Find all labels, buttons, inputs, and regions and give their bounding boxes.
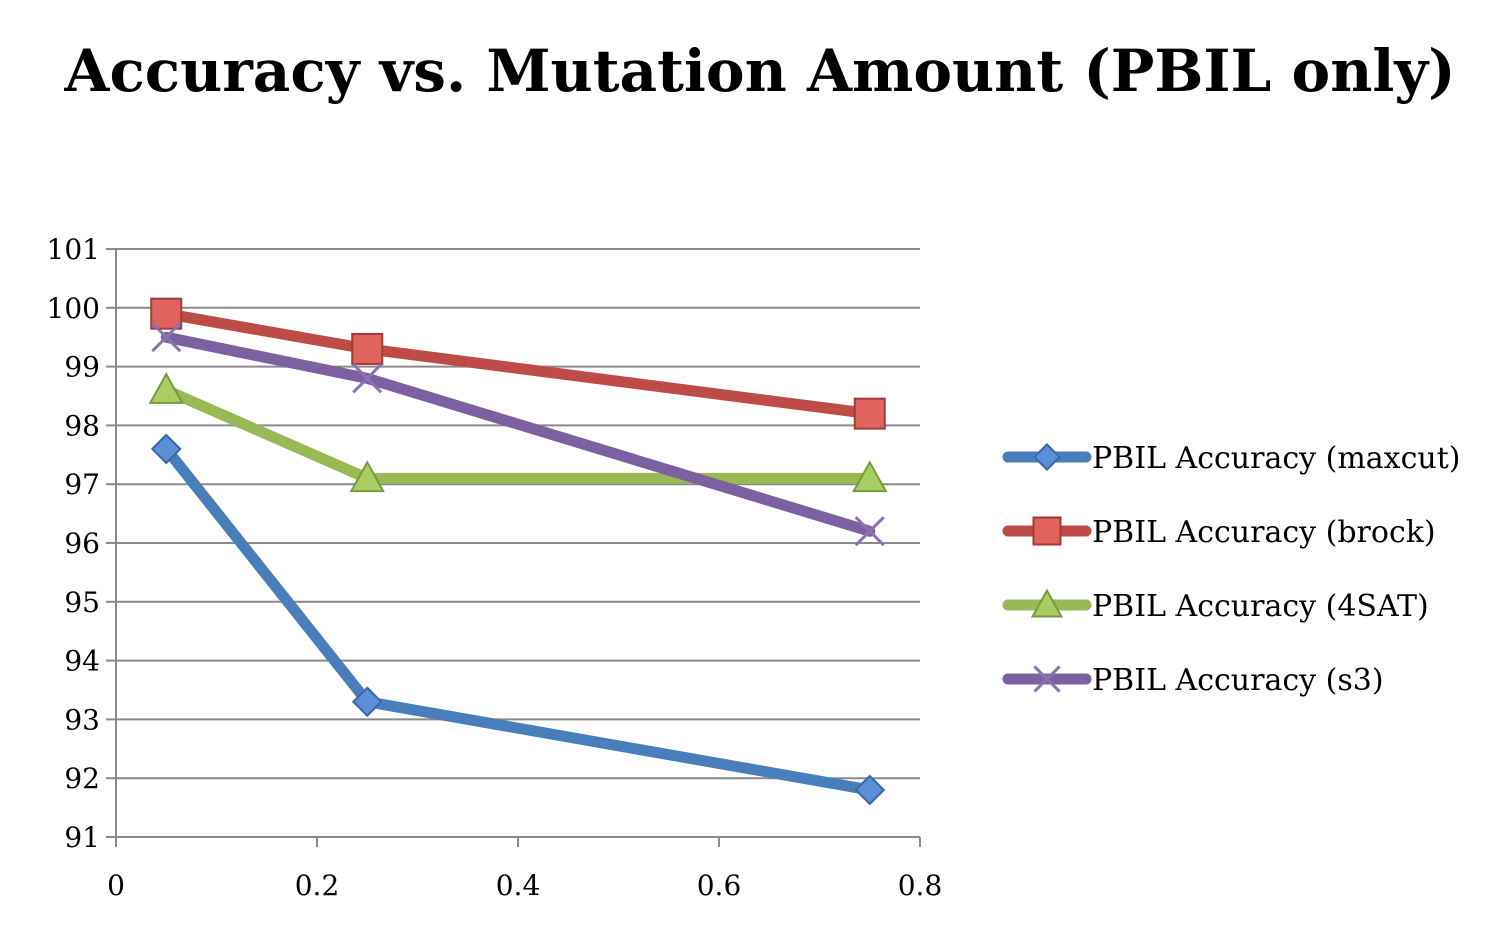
legend-marker-3 bbox=[1033, 665, 1061, 693]
legend-item: PBIL Accuracy (s3) bbox=[1002, 663, 1384, 698]
x-tick-label: 0.8 bbox=[898, 869, 943, 902]
y-tick-label: 94 bbox=[64, 645, 100, 678]
legend-label: PBIL Accuracy (maxcut) bbox=[1092, 441, 1460, 476]
y-tick-label: 91 bbox=[64, 821, 100, 854]
legend-label: PBIL Accuracy (4SAT) bbox=[1092, 589, 1429, 624]
data-point-1-1 bbox=[351, 332, 384, 365]
y-tick-label: 98 bbox=[64, 409, 100, 442]
data-point-3-0 bbox=[151, 322, 182, 353]
legend-marker-0 bbox=[1032, 442, 1062, 472]
legend-item: PBIL Accuracy (brock) bbox=[1002, 515, 1436, 550]
legend-marker-1 bbox=[1032, 516, 1062, 546]
data-point-3-1-stroke-b bbox=[352, 363, 383, 394]
data-point-1-2 bbox=[853, 397, 886, 430]
x-tick-label: 0.4 bbox=[496, 869, 541, 902]
x-tick-label: 0 bbox=[107, 869, 125, 902]
data-point-2-2 bbox=[852, 460, 888, 493]
data-point-1-0 bbox=[150, 297, 183, 330]
data-point-0-1 bbox=[351, 686, 383, 718]
x-tick-label: 0.2 bbox=[295, 869, 340, 902]
y-tick-label: 93 bbox=[64, 703, 100, 736]
series-lines bbox=[148, 297, 888, 806]
x-tick-label: 0.6 bbox=[697, 869, 742, 902]
data-point-3-1 bbox=[352, 363, 383, 394]
axes bbox=[106, 248, 921, 847]
data-point-2-0 bbox=[148, 372, 184, 404]
y-tick-label: 100 bbox=[47, 292, 100, 325]
chart-title: Accuracy vs. Mutation Amount (PBIL only) bbox=[64, 37, 1456, 105]
legend-label: PBIL Accuracy (brock) bbox=[1092, 515, 1436, 550]
legend-marker-3-stroke-b bbox=[1033, 665, 1061, 693]
data-point-0-2 bbox=[854, 774, 886, 806]
data-point-0-0 bbox=[150, 433, 182, 465]
tick-labels: 91 92 93 94 95 96 97 98 99 100 101 0 0.2 0.4 0.6 0.8 bbox=[47, 233, 943, 902]
legend-label: PBIL Accuracy (s3) bbox=[1092, 663, 1384, 698]
y-tick-label: 92 bbox=[64, 762, 100, 795]
y-tick-label: 101 bbox=[47, 233, 100, 266]
y-tick-label: 97 bbox=[64, 468, 100, 501]
y-tick-label: 99 bbox=[64, 351, 100, 384]
data-point-3-0-stroke-b bbox=[151, 322, 182, 353]
data-point-2-1 bbox=[349, 460, 385, 493]
legend-marker-2 bbox=[1030, 588, 1064, 618]
legend: PBIL Accuracy (maxcut) PBIL Accuracy (bro… bbox=[1002, 441, 1460, 698]
data-point-3-2-stroke-b bbox=[854, 516, 885, 547]
legend-item: PBIL Accuracy (4SAT) bbox=[1002, 588, 1429, 624]
y-tick-label: 95 bbox=[64, 586, 100, 619]
y-tick-label: 96 bbox=[64, 527, 100, 560]
legend-item: PBIL Accuracy (maxcut) bbox=[1002, 441, 1460, 476]
data-point-3-2 bbox=[854, 516, 885, 547]
